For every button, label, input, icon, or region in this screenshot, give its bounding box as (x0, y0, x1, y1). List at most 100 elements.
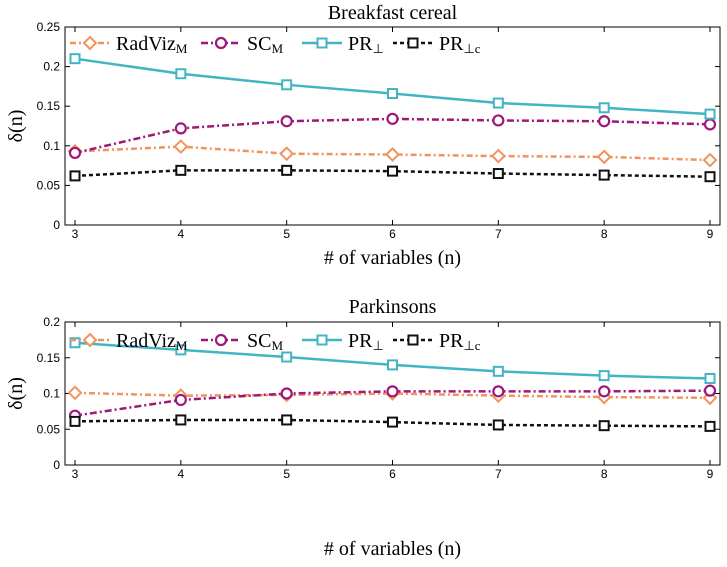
data-point (69, 170, 81, 182)
data-point (703, 384, 717, 397)
data-point (68, 146, 82, 160)
legend-marker (82, 332, 98, 348)
legend-subscript: ⊥c (463, 338, 480, 353)
legend-marker (316, 37, 328, 49)
series-pr-⊥ (69, 53, 716, 120)
y-tick-label: 0.25 (37, 20, 61, 34)
x-axis-label: # of variables (n) (324, 247, 461, 269)
series-pr-⊥c (69, 164, 716, 183)
x-tick-label: 8 (601, 467, 608, 481)
data-point (69, 415, 81, 427)
legend-marker (214, 333, 228, 347)
legend-name: PR (439, 330, 464, 352)
y-tick-label: 0.2 (43, 315, 60, 329)
data-point (175, 164, 187, 176)
legend-entry: SCM (247, 330, 283, 353)
x-tick-label: 8 (601, 227, 608, 241)
x-tick-label: 4 (177, 227, 184, 241)
data-point (387, 165, 398, 177)
legend: RadVizM SCM PR⊥ PR⊥c (70, 33, 481, 56)
series-sc-M (68, 384, 717, 422)
legend-subscript: ⊥ (372, 41, 383, 56)
legend-name: PR (348, 330, 373, 352)
data-point (598, 115, 611, 128)
data-point (598, 169, 610, 181)
data-point (702, 152, 718, 168)
y-tick-label: 0.05 (37, 422, 61, 436)
y-tick-label: 0.15 (37, 351, 61, 365)
chart-panel-1: Breakfast cereal 0 0.05 0.1 0.15 0.2 0.25 3 4 5 6 7… (5, 2, 721, 269)
data-point (492, 97, 504, 109)
legend-marker (407, 37, 419, 49)
legend-name: SC (247, 330, 271, 352)
legend-subscript: ⊥c (463, 41, 480, 56)
data-point (704, 171, 716, 183)
data-point (386, 385, 399, 398)
plot-frame (64, 26, 721, 226)
data-point (492, 114, 505, 127)
legend-subscript: ⊥ (372, 338, 383, 353)
y-tick-label: 0.1 (43, 387, 60, 401)
y-tick-label: 0.05 (37, 178, 61, 192)
x-tick-label: 7 (495, 227, 502, 241)
data-point (492, 419, 504, 431)
data-point (69, 337, 81, 349)
chart-title: Parkinsons (349, 296, 437, 318)
data-point (281, 164, 293, 176)
data-point (173, 139, 189, 155)
legend-subscript: M (176, 41, 188, 56)
data-point (387, 416, 398, 428)
data-point (280, 115, 293, 128)
x-tick-label: 5 (283, 227, 290, 241)
series-sc-M (68, 112, 717, 160)
legend-subscript: M (176, 338, 188, 353)
data-point (490, 148, 506, 164)
legend-name: RadViz (116, 330, 176, 352)
data-point (387, 88, 398, 100)
y-tick-label: 0.1 (43, 139, 60, 153)
legend-marker (214, 36, 228, 50)
data-point (386, 112, 399, 125)
legend-entry: SCM (247, 33, 283, 56)
y-tick-label: 0.15 (37, 99, 61, 113)
data-point (598, 420, 610, 432)
series-pr-⊥c (69, 414, 716, 432)
legend-marker (407, 334, 419, 346)
legend-name: PR (439, 33, 464, 55)
data-point (492, 168, 504, 180)
legend-entry: PR⊥ (348, 33, 384, 56)
x-tick-label: 6 (389, 227, 396, 241)
x-tick-label: 4 (177, 467, 184, 481)
legend-name: RadViz (116, 33, 176, 55)
data-point (703, 118, 717, 131)
legend: RadVizM SCM PR⊥ PR⊥c (70, 330, 481, 353)
data-point (596, 149, 612, 165)
x-tick-label: 5 (283, 467, 290, 481)
legend-subscript: M (271, 41, 283, 56)
data-point (175, 344, 187, 356)
x-tick-label: 9 (707, 467, 714, 481)
legend-name: SC (247, 33, 271, 55)
data-point (174, 122, 187, 135)
y-tick-label: 0 (53, 458, 60, 472)
y-tick-label: 0 (53, 218, 60, 232)
legend-marker (82, 35, 98, 51)
legend-subscript: M (271, 338, 283, 353)
x-tick-label: 3 (72, 227, 79, 241)
data-point (385, 147, 400, 162)
data-point (704, 372, 716, 384)
legend-entry: PR⊥ (348, 330, 384, 353)
y-axis-label: δ(n) (5, 110, 27, 143)
data-point (69, 53, 81, 65)
legend-name: PR (348, 33, 373, 55)
legend-marker (316, 334, 328, 346)
x-tick-label: 3 (72, 467, 79, 481)
legend-entry: RadVizM (116, 33, 188, 56)
x-axis-label: # of variables (n) (324, 538, 461, 560)
data-point (280, 387, 293, 400)
data-point (281, 414, 293, 426)
chart-panel-2: Parkinsons 0 0.05 0.1 0.15 0.2 3 4 5 6 7 8 9 # of var… (5, 296, 721, 560)
legend-entry: RadVizM (116, 330, 188, 353)
data-point (598, 385, 611, 398)
